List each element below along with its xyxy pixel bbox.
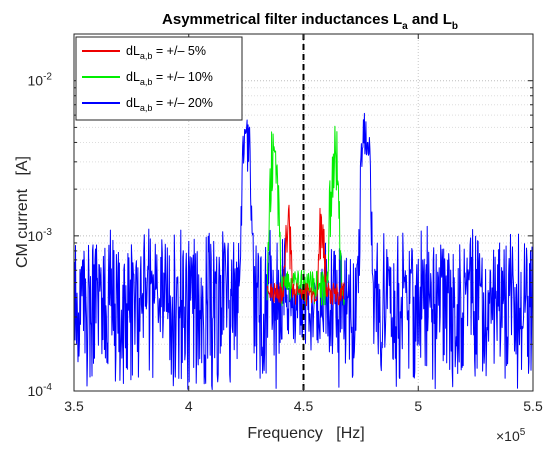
chart-title: Asymmetrical filter inductances La and L…	[162, 11, 458, 32]
tick-labels: 3.5 4 4.5 5 5.5 10-2 10-3 10-4	[28, 72, 543, 414]
series-line	[266, 125, 345, 307]
x-tick-label: 3.5	[64, 398, 84, 414]
x-multiplier-exp: 5	[520, 427, 526, 438]
x-axis-multiplier: ×105	[496, 427, 526, 444]
legend-entry-label: dLa,b = +/– 20%	[126, 96, 213, 113]
legend-entry-label: dLa,b = +/– 5%	[126, 44, 206, 61]
chart-title-mid: and L	[408, 11, 452, 28]
y-tick-label: 10-3	[28, 227, 53, 244]
y-tick-label: 10-4	[28, 382, 53, 399]
y-tick-label: 10-2	[28, 72, 53, 89]
chart-title-sub-b: b	[452, 21, 458, 32]
x-tick-label: 5	[414, 398, 422, 414]
x-tick-label: 4	[185, 398, 193, 414]
x-axis-label: Frequency [Hz]	[247, 425, 364, 442]
chart-title-sub-a: a	[402, 21, 408, 32]
legend: dLa,b = +/– 5% dLa,b = +/– 10% dLa,b = +/–…	[75, 36, 243, 121]
y-axis-label: CM current [A]	[14, 156, 31, 268]
x-tick-label: 5.5	[523, 398, 543, 414]
x-tick-label: 4.5	[294, 398, 314, 414]
legend-entry-label: dLa,b = +/– 10%	[126, 70, 213, 87]
series-line	[266, 204, 345, 307]
legend-box	[75, 36, 243, 121]
axis-ticks	[73, 33, 534, 392]
chart-title-main: Asymmetrical filter inductances L	[162, 11, 402, 28]
x-multiplier-base: ×10	[496, 428, 520, 444]
